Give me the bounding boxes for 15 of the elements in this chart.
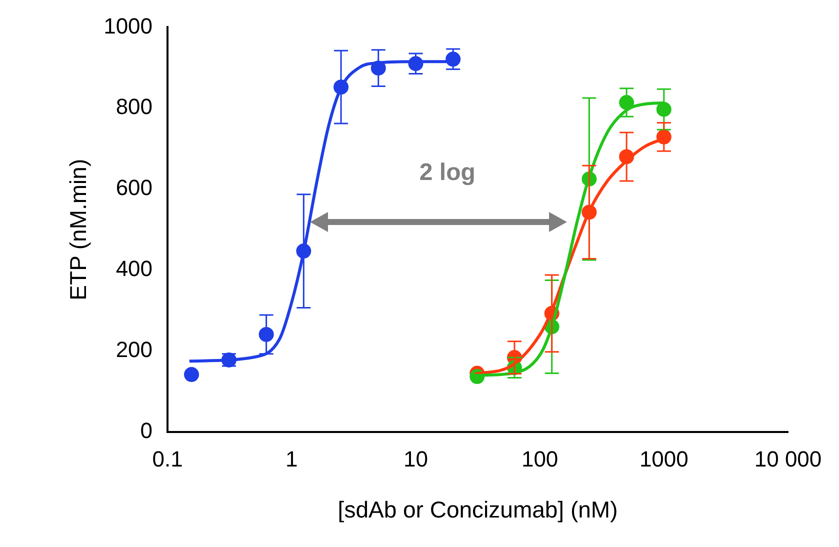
y-tick-label: 1000	[104, 13, 153, 38]
y-tick-label: 600	[116, 175, 153, 200]
y-tick-label: 400	[116, 256, 153, 282]
x-tick-label: 10 000	[754, 446, 822, 472]
x-axis-title: [sdAb or Concizumab] (nM)	[338, 496, 618, 523]
y-axis-title: ETP (nM.min)	[65, 158, 92, 300]
x-tick-label: 1	[286, 446, 298, 472]
y-tick-label: 0	[140, 418, 153, 444]
x-tick-label: 1000	[639, 446, 688, 472]
x-tick-label: 0.1	[152, 446, 183, 472]
x-tick-label: 10	[403, 446, 428, 472]
y-tick-label: 200	[116, 337, 153, 362]
x-tick-label: 100	[521, 446, 558, 472]
y-tick-label: 800	[116, 94, 153, 120]
annotation: 2 log	[419, 158, 476, 187]
